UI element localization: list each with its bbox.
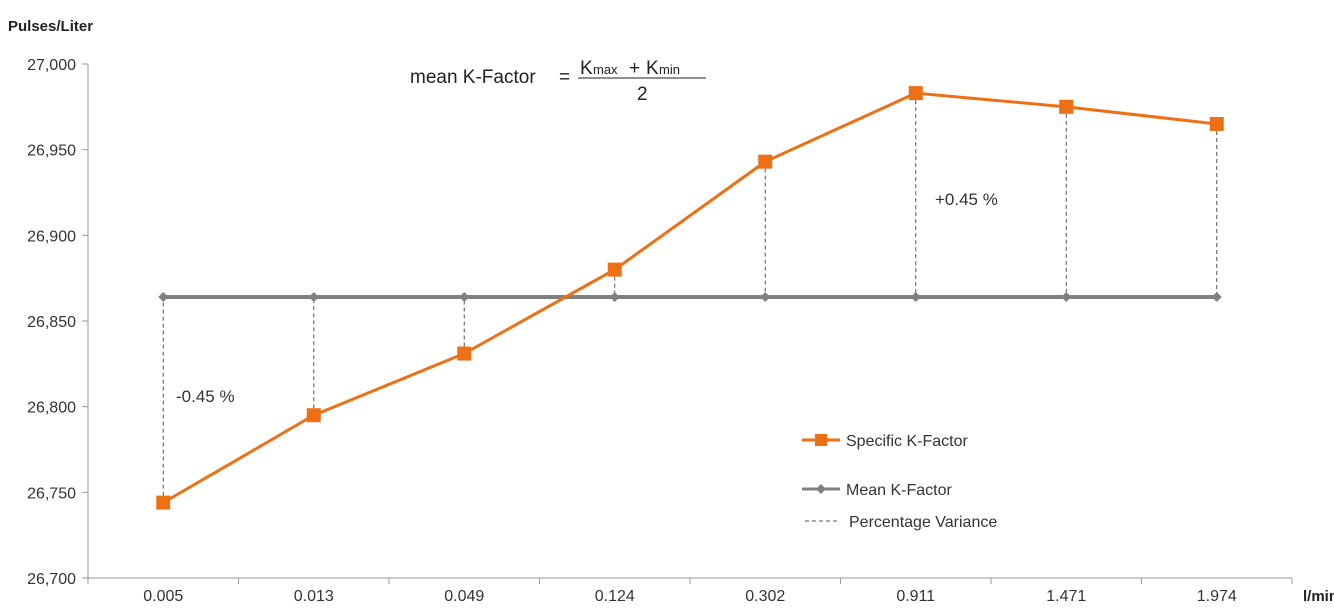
y-tick-label: 26,850 <box>27 314 76 331</box>
annotation-minus: -0.45 % <box>176 387 235 406</box>
formula-denominator: 2 <box>637 84 648 105</box>
formula-plus: + <box>629 58 640 79</box>
formula-k2: K <box>646 58 659 79</box>
x-tick-label: 0.124 <box>595 588 635 605</box>
y-tick-label: 26,900 <box>27 228 76 245</box>
legend-swatch-specific-marker <box>815 434 827 446</box>
x-tick-label: 1.471 <box>1046 588 1086 605</box>
x-tick-label: 0.049 <box>444 588 484 605</box>
x-tick-label: 1.974 <box>1197 588 1237 605</box>
legend-label-mean: Mean K-Factor <box>846 482 952 499</box>
legend-item-specific: Specific K-Factor <box>802 433 968 450</box>
y-tick-label: 26,800 <box>27 400 76 417</box>
formula-equals: = <box>559 67 570 88</box>
marker-mean <box>1061 292 1072 303</box>
formula-k2-sub: min <box>659 62 680 77</box>
x-tick-label: 0.013 <box>294 588 334 605</box>
marker-specific <box>607 262 622 277</box>
y-tick-label: 26,950 <box>27 143 76 160</box>
legend-item-mean: Mean K-Factor <box>802 482 952 499</box>
x-axis-label: l/min <box>1303 588 1334 605</box>
marker-mean <box>459 292 470 303</box>
legend-label-variance: Percentage Variance <box>849 514 997 531</box>
marker-mean <box>308 292 319 303</box>
legend: Specific K-Factor Mean K-Factor Percenta… <box>802 433 997 531</box>
marker-specific <box>457 346 472 361</box>
y-tick-label: 26,750 <box>27 485 76 502</box>
marker-mean <box>1211 292 1222 303</box>
marker-specific <box>758 154 773 169</box>
formula-lhs: mean K-Factor <box>410 67 536 88</box>
formula-k1-sub: max <box>593 62 618 77</box>
marker-specific <box>908 86 923 101</box>
marker-mean <box>760 292 771 303</box>
formula-k1: K <box>580 58 593 79</box>
x-tick-label: 0.005 <box>143 588 183 605</box>
y-tick-label: 26,700 <box>27 571 76 588</box>
mean-formula: mean K-Factor = K max + K min 2 <box>410 58 706 105</box>
marker-mean <box>910 292 921 303</box>
marker-mean <box>609 292 620 303</box>
annotation-plus: +0.45 % <box>935 190 998 209</box>
y-axis-label: Pulses/Liter <box>8 18 93 35</box>
legend-swatch-mean-marker <box>816 484 826 494</box>
y-tick-label: 27,000 <box>27 57 76 74</box>
marker-specific <box>1059 99 1074 114</box>
series-line-specific <box>162 91 1217 504</box>
marker-mean <box>158 292 169 303</box>
marker-specific <box>1209 116 1224 131</box>
marker-specific <box>306 408 321 423</box>
x-tick-label: 0.302 <box>745 588 785 605</box>
marker-specific <box>156 495 171 510</box>
legend-label-specific: Specific K-Factor <box>846 433 968 450</box>
legend-item-variance: Percentage Variance <box>805 514 997 531</box>
x-tick-label: 0.911 <box>896 588 935 605</box>
